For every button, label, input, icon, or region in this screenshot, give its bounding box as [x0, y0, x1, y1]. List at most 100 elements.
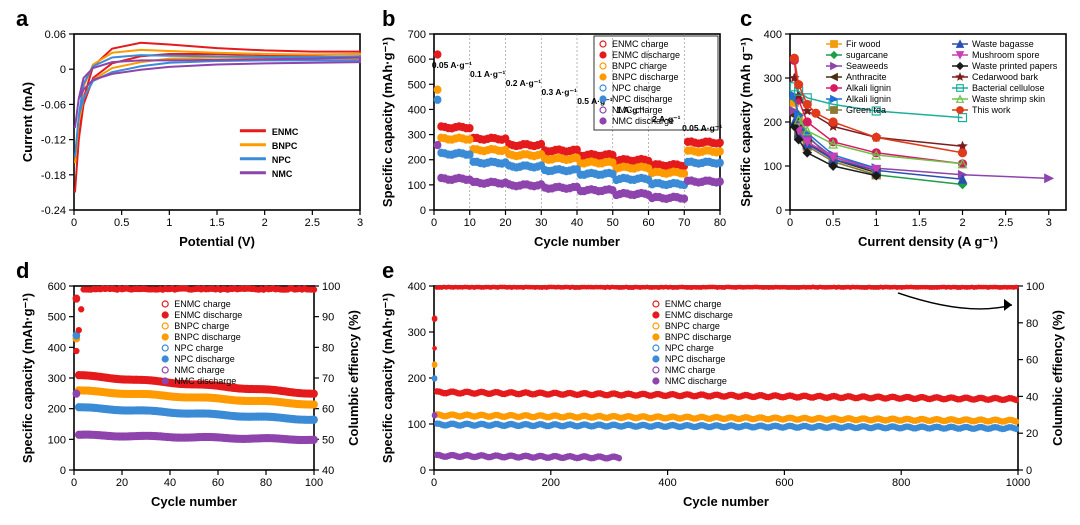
svg-text:sugarcane: sugarcane — [846, 50, 888, 60]
svg-text:600: 600 — [775, 477, 793, 489]
svg-text:2: 2 — [262, 217, 268, 229]
svg-text:Green tea: Green tea — [846, 105, 886, 115]
svg-text:ENMC charge: ENMC charge — [665, 299, 722, 309]
svg-text:BNPC charge: BNPC charge — [174, 321, 229, 331]
svg-text:100: 100 — [1026, 281, 1044, 293]
svg-text:2.5: 2.5 — [998, 217, 1013, 229]
svg-text:This work: This work — [972, 105, 1011, 115]
svg-text:BNPC charge: BNPC charge — [612, 61, 667, 71]
svg-text:NMC charge: NMC charge — [665, 365, 716, 375]
svg-text:400: 400 — [764, 29, 782, 41]
svg-text:0: 0 — [420, 465, 426, 477]
svg-text:300: 300 — [408, 327, 426, 339]
svg-text:NPC charge: NPC charge — [174, 343, 223, 353]
svg-text:NPC discharge: NPC discharge — [665, 354, 726, 364]
svg-text:1.5: 1.5 — [912, 217, 927, 229]
svg-text:BNPC discharge: BNPC discharge — [174, 332, 241, 342]
svg-text:60: 60 — [1026, 355, 1038, 367]
svg-text:NPC discharge: NPC discharge — [174, 354, 235, 364]
svg-text:0: 0 — [60, 465, 66, 477]
svg-text:0.05 A·g⁻¹: 0.05 A·g⁻¹ — [682, 123, 722, 133]
svg-text:NPC: NPC — [272, 155, 292, 165]
svg-text:Bacterial cellulose: Bacterial cellulose — [972, 83, 1045, 93]
svg-text:Current (mA): Current (mA) — [20, 82, 35, 162]
svg-text:0.06: 0.06 — [45, 29, 66, 41]
svg-text:80: 80 — [714, 217, 726, 229]
svg-text:0: 0 — [431, 217, 437, 229]
svg-text:300: 300 — [408, 130, 426, 142]
svg-text:0.2 A·g⁻¹: 0.2 A·g⁻¹ — [506, 78, 542, 88]
svg-text:20: 20 — [116, 477, 128, 489]
svg-text:0: 0 — [60, 64, 66, 76]
chart-c-comparison: 00.511.522.530100200300400Current densit… — [736, 20, 1074, 250]
svg-text:Cycle number: Cycle number — [534, 234, 620, 249]
svg-text:50: 50 — [322, 434, 334, 446]
svg-text:-0.12: -0.12 — [41, 135, 66, 147]
svg-text:NMC charge: NMC charge — [174, 365, 225, 375]
svg-text:Specific capacity (mAh·g⁻¹): Specific capacity (mAh·g⁻¹) — [380, 37, 395, 207]
svg-text:Cycle number: Cycle number — [683, 494, 769, 509]
svg-text:30: 30 — [535, 217, 547, 229]
svg-text:Seaweeds: Seaweeds — [846, 61, 889, 71]
svg-text:0: 0 — [787, 217, 793, 229]
svg-text:2: 2 — [959, 217, 965, 229]
svg-text:Specific capacity (mAh g⁻¹): Specific capacity (mAh g⁻¹) — [738, 37, 753, 206]
svg-text:ENMC charge: ENMC charge — [612, 39, 669, 49]
chart-d-cycling: 0204060801000100200300400500600Cycle num… — [18, 272, 370, 510]
svg-text:2.5: 2.5 — [305, 217, 320, 229]
svg-text:3: 3 — [1046, 217, 1052, 229]
svg-text:Cedarwood bark: Cedarwood bark — [972, 72, 1039, 82]
svg-text:0: 0 — [420, 205, 426, 217]
svg-text:100: 100 — [408, 419, 426, 431]
svg-text:60: 60 — [212, 477, 224, 489]
svg-text:0: 0 — [431, 477, 437, 489]
svg-text:-0.24: -0.24 — [41, 205, 66, 217]
svg-text:NMC: NMC — [272, 169, 293, 179]
svg-text:20: 20 — [499, 217, 511, 229]
svg-text:Specific capacity (mAh·g⁻¹): Specific capacity (mAh·g⁻¹) — [20, 293, 35, 463]
svg-text:3: 3 — [357, 217, 363, 229]
svg-text:Mushroom spore: Mushroom spore — [972, 50, 1040, 60]
svg-text:500: 500 — [48, 312, 66, 324]
svg-text:Anthracite: Anthracite — [846, 72, 887, 82]
svg-text:Fir wood: Fir wood — [846, 39, 881, 49]
svg-text:0.3 A·g⁻¹: 0.3 A·g⁻¹ — [541, 87, 577, 97]
svg-text:600: 600 — [48, 281, 66, 293]
svg-text:NPC charge: NPC charge — [665, 343, 714, 353]
svg-text:100: 100 — [764, 161, 782, 173]
svg-text:10: 10 — [464, 217, 476, 229]
svg-text:0: 0 — [1026, 465, 1032, 477]
svg-text:90: 90 — [322, 312, 334, 324]
panel-d: 0204060801000100200300400500600Cycle num… — [18, 272, 370, 510]
panel-c: 00.511.522.530100200300400Current densit… — [736, 20, 1074, 250]
svg-text:Columbic effiency (%): Columbic effiency (%) — [1050, 310, 1065, 446]
svg-text:Alkali lignin: Alkali lignin — [846, 83, 891, 93]
svg-text:400: 400 — [408, 104, 426, 116]
svg-text:70: 70 — [678, 217, 690, 229]
svg-text:40: 40 — [571, 217, 583, 229]
svg-text:Waste printed papers: Waste printed papers — [972, 61, 1058, 71]
svg-text:600: 600 — [408, 54, 426, 66]
svg-text:NMC discharge: NMC discharge — [174, 376, 236, 386]
svg-text:80: 80 — [322, 342, 334, 354]
svg-text:200: 200 — [408, 373, 426, 385]
svg-text:800: 800 — [892, 477, 910, 489]
svg-text:1000: 1000 — [1006, 477, 1030, 489]
svg-text:0: 0 — [776, 205, 782, 217]
svg-text:NPC charge: NPC charge — [612, 83, 661, 93]
svg-text:ENMC discharge: ENMC discharge — [612, 50, 680, 60]
svg-text:100: 100 — [305, 477, 323, 489]
svg-text:300: 300 — [764, 73, 782, 85]
svg-text:100: 100 — [48, 434, 66, 446]
svg-text:20: 20 — [1026, 428, 1038, 440]
chart-a-cv: 00.511.522.53-0.24-0.18-0.12-0.0600.06Po… — [18, 20, 370, 250]
svg-text:1: 1 — [873, 217, 879, 229]
svg-text:50: 50 — [607, 217, 619, 229]
svg-text:NMC discharge: NMC discharge — [612, 116, 674, 126]
svg-text:BNPC discharge: BNPC discharge — [665, 332, 732, 342]
svg-text:Potential (V): Potential (V) — [179, 234, 255, 249]
svg-text:200: 200 — [764, 117, 782, 129]
svg-text:1: 1 — [166, 217, 172, 229]
svg-text:40: 40 — [164, 477, 176, 489]
svg-text:80: 80 — [260, 477, 272, 489]
